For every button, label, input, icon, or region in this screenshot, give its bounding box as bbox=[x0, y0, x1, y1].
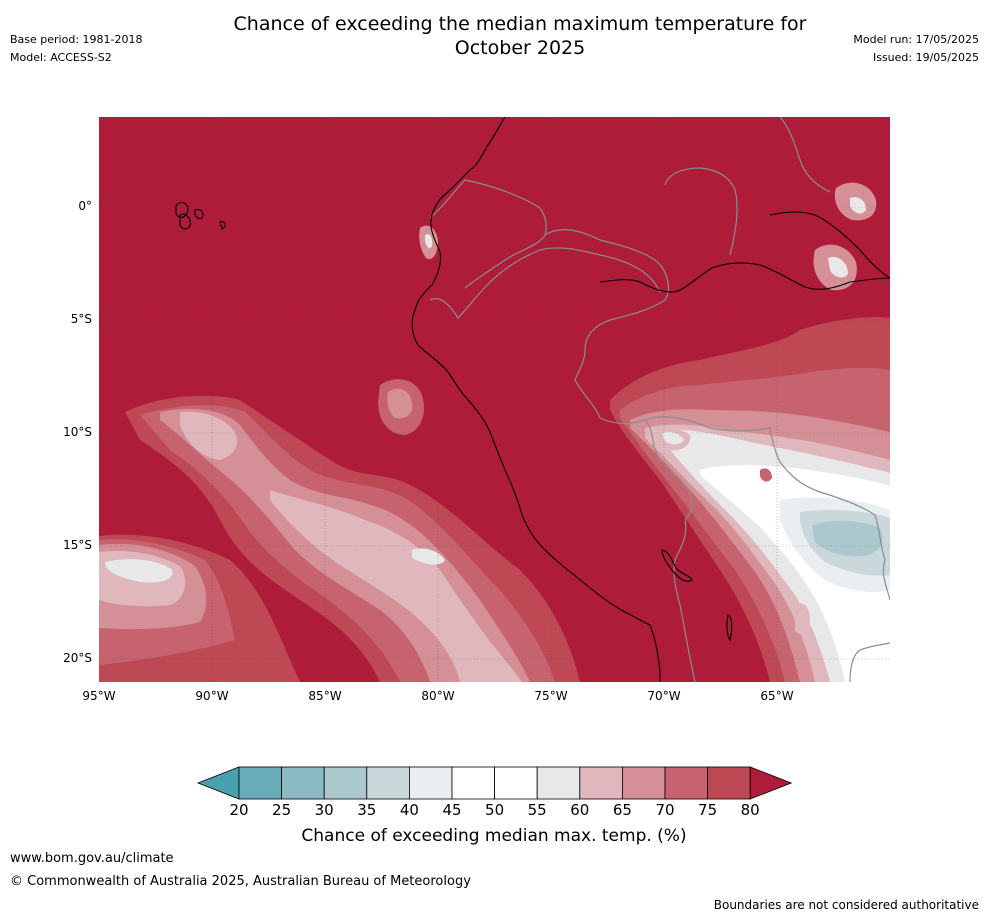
footer-copyright: © Commonwealth of Australia 2025, Austra… bbox=[10, 874, 471, 889]
contour-55-60-mid bbox=[412, 548, 445, 565]
lat-label-15s: 15°S bbox=[63, 538, 92, 552]
boundary-south bbox=[849, 642, 890, 682]
map-title: Chance of exceeding the median maximum t… bbox=[0, 12, 988, 60]
colorbar-bin-35-40 bbox=[366, 766, 410, 800]
colorbar-extend-low bbox=[196, 766, 240, 800]
lat-label-0: 0° bbox=[78, 199, 92, 213]
model-name: Model: ACCESS-S2 bbox=[10, 51, 112, 64]
boundary-venezuela bbox=[664, 167, 738, 256]
metadata-right: Model run: 17/05/2025 Issued: 19/05/2025 bbox=[853, 31, 979, 67]
model-run: Model run: 17/05/2025 bbox=[853, 33, 979, 46]
contour-55-60-southwest bbox=[105, 559, 173, 583]
colorbar-title: Chance of exceeding median max. temp. (%… bbox=[301, 826, 687, 846]
metadata-left: Base period: 1981-2018 Model: ACCESS-S2 bbox=[10, 31, 142, 67]
colorbar-bin-20-25 bbox=[238, 766, 282, 800]
contour-70-75-patch-ne bbox=[760, 468, 772, 482]
boundary-ecuador-peru bbox=[429, 247, 661, 319]
lon-label-75w: 75°W bbox=[534, 689, 568, 703]
lon-label-95w: 95°W bbox=[82, 689, 116, 703]
colorbar-bin-65-70 bbox=[622, 766, 666, 800]
island-galapagos-1 bbox=[175, 201, 189, 219]
colorbar-tick-label: 55 bbox=[527, 801, 547, 819]
coastline-atlantic bbox=[769, 211, 890, 279]
island-lake-poopo bbox=[726, 614, 733, 642]
colorbar-tick-label: 80 bbox=[740, 801, 760, 819]
colorbar-bin-55-60 bbox=[536, 766, 581, 800]
colorbar bbox=[196, 766, 793, 800]
map-title-line1: Chance of exceeding the median maximum t… bbox=[233, 13, 807, 35]
island-lake-titicaca bbox=[661, 549, 693, 582]
contour-60-65-patch-se bbox=[795, 603, 810, 635]
contour-55-60-patch-ne bbox=[662, 431, 684, 445]
lat-label-20s: 20°S bbox=[63, 651, 92, 665]
lat-label-5s: 5°S bbox=[70, 312, 92, 326]
boundary-north bbox=[779, 117, 831, 193]
contour-60-65-mid bbox=[270, 490, 522, 682]
colorbar-tick-label: 20 bbox=[229, 801, 249, 819]
colorbar-tick-label: 70 bbox=[655, 801, 675, 819]
map-plot-area bbox=[99, 117, 890, 682]
colorbar-bin-40-45 bbox=[408, 766, 453, 800]
footer-disclaimer: Boundaries are not considered authoritat… bbox=[713, 898, 979, 912]
contour-55-60-coast bbox=[425, 234, 433, 248]
colorbar-tick-label: 35 bbox=[357, 801, 377, 819]
colorbar-extend-high bbox=[749, 766, 793, 800]
colorbar-tick-label: 75 bbox=[698, 801, 718, 819]
colorbar-tick-label: 65 bbox=[612, 801, 632, 819]
colorbar-tick-label: 50 bbox=[485, 801, 505, 819]
lon-label-85w: 85°W bbox=[308, 689, 342, 703]
footer-url: www.bom.gov.au/climate bbox=[10, 851, 174, 866]
colorbar-bin-25-30 bbox=[281, 766, 325, 800]
graticule bbox=[99, 117, 890, 682]
boundary-colombia-brazil bbox=[544, 228, 669, 419]
colorbar-bin-70-75 bbox=[664, 766, 708, 800]
map-title-line2: October 2025 bbox=[454, 37, 586, 59]
colorbar-bin-30-35 bbox=[323, 766, 368, 800]
contour-30-35-southeast bbox=[812, 520, 883, 557]
colorbar-bin-45-50 bbox=[451, 766, 495, 800]
lat-label-10s: 10°S bbox=[63, 425, 92, 439]
contour-65-70-galapagos-east bbox=[387, 388, 413, 419]
boundary-bolivia-brazil bbox=[644, 416, 890, 601]
colorbar-bin-60-65 bbox=[579, 766, 623, 800]
lon-label-90w: 90°W bbox=[195, 689, 229, 703]
colorbar-bin-50-55 bbox=[494, 766, 538, 800]
colorbar-tick-label: 40 bbox=[399, 801, 419, 819]
coastline-caribbean bbox=[599, 262, 890, 293]
island-galapagos-3 bbox=[194, 208, 204, 220]
island-galapagos-4 bbox=[219, 221, 226, 230]
boundary-peru-bolivia bbox=[599, 417, 696, 682]
colorbar-tick-label: 45 bbox=[442, 801, 462, 819]
base-period: Base period: 1981-2018 bbox=[10, 33, 143, 46]
colorbar-tick-label: 60 bbox=[570, 801, 590, 819]
coastlines bbox=[175, 117, 890, 682]
contour-60-65-band bbox=[180, 411, 237, 460]
country-boundaries bbox=[429, 117, 890, 682]
colorbar-tick-labels: 20 25 30 35 40 45 50 55 60 65 70 75 80 bbox=[0, 801, 988, 821]
issued-date: Issued: 19/05/2025 bbox=[872, 51, 979, 64]
lon-label-70w: 70°W bbox=[647, 689, 681, 703]
contour-55-60-northeast-1 bbox=[850, 197, 866, 214]
island-galapagos-2 bbox=[179, 213, 191, 230]
colorbar-tick-label: 30 bbox=[314, 801, 334, 819]
colorbar-tick-label: 25 bbox=[272, 801, 292, 819]
lon-label-65w: 65°W bbox=[760, 689, 794, 703]
lon-label-80w: 80°W bbox=[421, 689, 455, 703]
boundary-colombia-ecuador bbox=[429, 179, 547, 289]
coastline-pacific bbox=[411, 117, 661, 682]
colorbar-bin-75-80 bbox=[707, 766, 751, 800]
contour-55-60-northeast-2 bbox=[828, 256, 848, 278]
